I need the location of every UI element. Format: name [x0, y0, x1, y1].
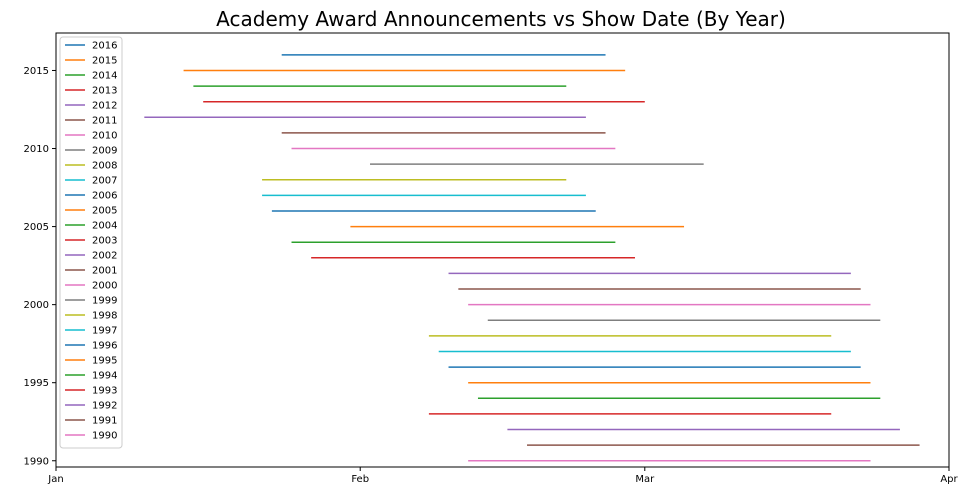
legend-label: 2004 [92, 221, 117, 232]
y-tick-label: 2000 [24, 300, 49, 311]
legend-label: 2016 [92, 41, 117, 52]
plot-frame [55, 32, 950, 468]
legend-label: 1994 [92, 371, 117, 382]
series-layer [144, 54, 920, 462]
legend-label: 1999 [92, 296, 117, 307]
legend-label: 1990 [92, 431, 117, 442]
x-tick-label: Feb [351, 474, 369, 485]
y-tick-label: 1995 [24, 378, 49, 389]
y-tick-label: 2005 [24, 222, 49, 233]
x-tick-label: Jan [47, 474, 63, 485]
legend-label: 2007 [92, 176, 117, 187]
legend-label: 1998 [92, 311, 117, 322]
legend: 2016 2015 2014 2013 2012 2011 2010 2009 2008 2007… [59, 36, 123, 449]
x-tick-label: Mar [635, 474, 655, 485]
legend-label: 2014 [92, 71, 117, 82]
y-axis: 1990 1995 2000 2005 2010 2015 [24, 66, 56, 467]
legend-label: 2002 [92, 251, 117, 262]
legend-label: 2009 [92, 146, 117, 157]
legend-label: 2000 [92, 281, 117, 292]
x-axis: Jan Feb Mar Apr [47, 467, 959, 485]
x-tick-label: Apr [940, 474, 958, 485]
legend-label: 1996 [92, 341, 117, 352]
legend-label: 2006 [92, 191, 117, 202]
y-tick-label: 2010 [24, 144, 49, 155]
legend-label: 1991 [92, 416, 117, 427]
legend-label: 2012 [92, 101, 117, 112]
y-tick-label: 1990 [24, 456, 49, 467]
legend-label: 1992 [92, 401, 117, 412]
legend-label: 2013 [92, 86, 117, 97]
legend-label: 1997 [92, 326, 117, 337]
chart-title: Academy Award Announcements vs Show Date… [216, 7, 786, 31]
y-tick-label: 2015 [24, 66, 49, 77]
legend-label: 2005 [92, 206, 117, 217]
legend-label: 2001 [92, 266, 117, 277]
legend-label: 1993 [92, 386, 117, 397]
legend-label: 2011 [92, 116, 117, 127]
legend-label: 2003 [92, 236, 117, 247]
legend-label: 1995 [92, 356, 117, 367]
legend-label: 2010 [92, 131, 117, 142]
legend-label: 2015 [92, 56, 117, 67]
legend-label: 2008 [92, 161, 117, 172]
